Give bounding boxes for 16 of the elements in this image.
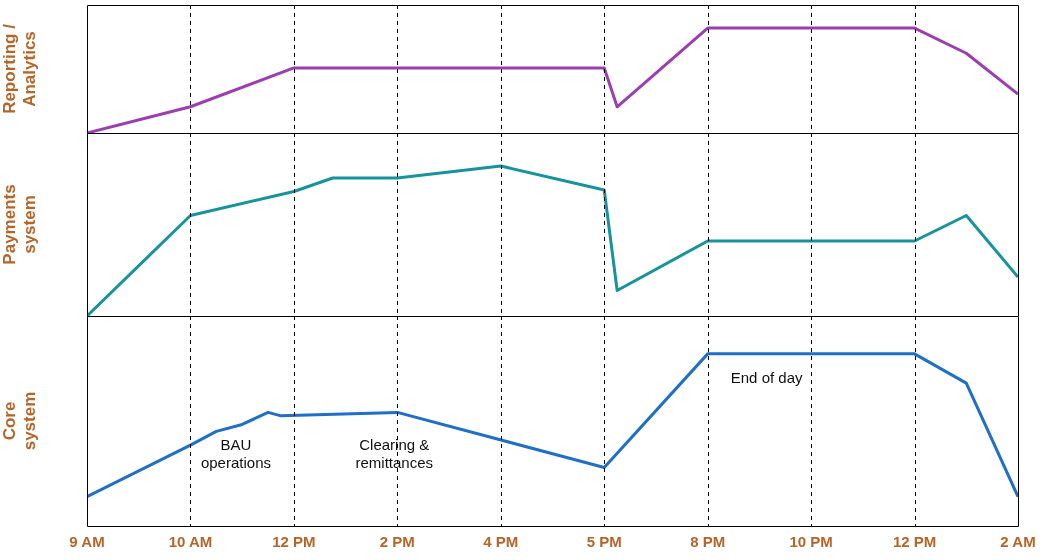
x-tick-label: 12 PM — [272, 533, 316, 551]
annotation: Clearing & remittances — [355, 435, 433, 471]
annotation: BAU operations — [200, 435, 271, 471]
x-tick-label: 8 PM — [690, 533, 726, 551]
x-tick-label: 9 AM — [69, 533, 105, 551]
x-tick-label: 5 PM — [586, 533, 622, 551]
x-tick-label: 10 AM — [168, 533, 213, 551]
x-tick-label: 12 PM — [892, 533, 937, 551]
y-axis-title: Payments system — [0, 184, 40, 265]
x-tick-label: 2 PM — [379, 533, 415, 551]
y-axis-title: Reporting / Analytics — [0, 23, 40, 114]
y-axis-title: Core system — [0, 391, 40, 451]
x-tick-label: 2 AM — [1000, 533, 1036, 551]
annotation: End of day — [730, 369, 803, 387]
x-tick-label: 10 PM — [789, 533, 833, 551]
x-tick-label: 4 PM — [483, 533, 519, 551]
